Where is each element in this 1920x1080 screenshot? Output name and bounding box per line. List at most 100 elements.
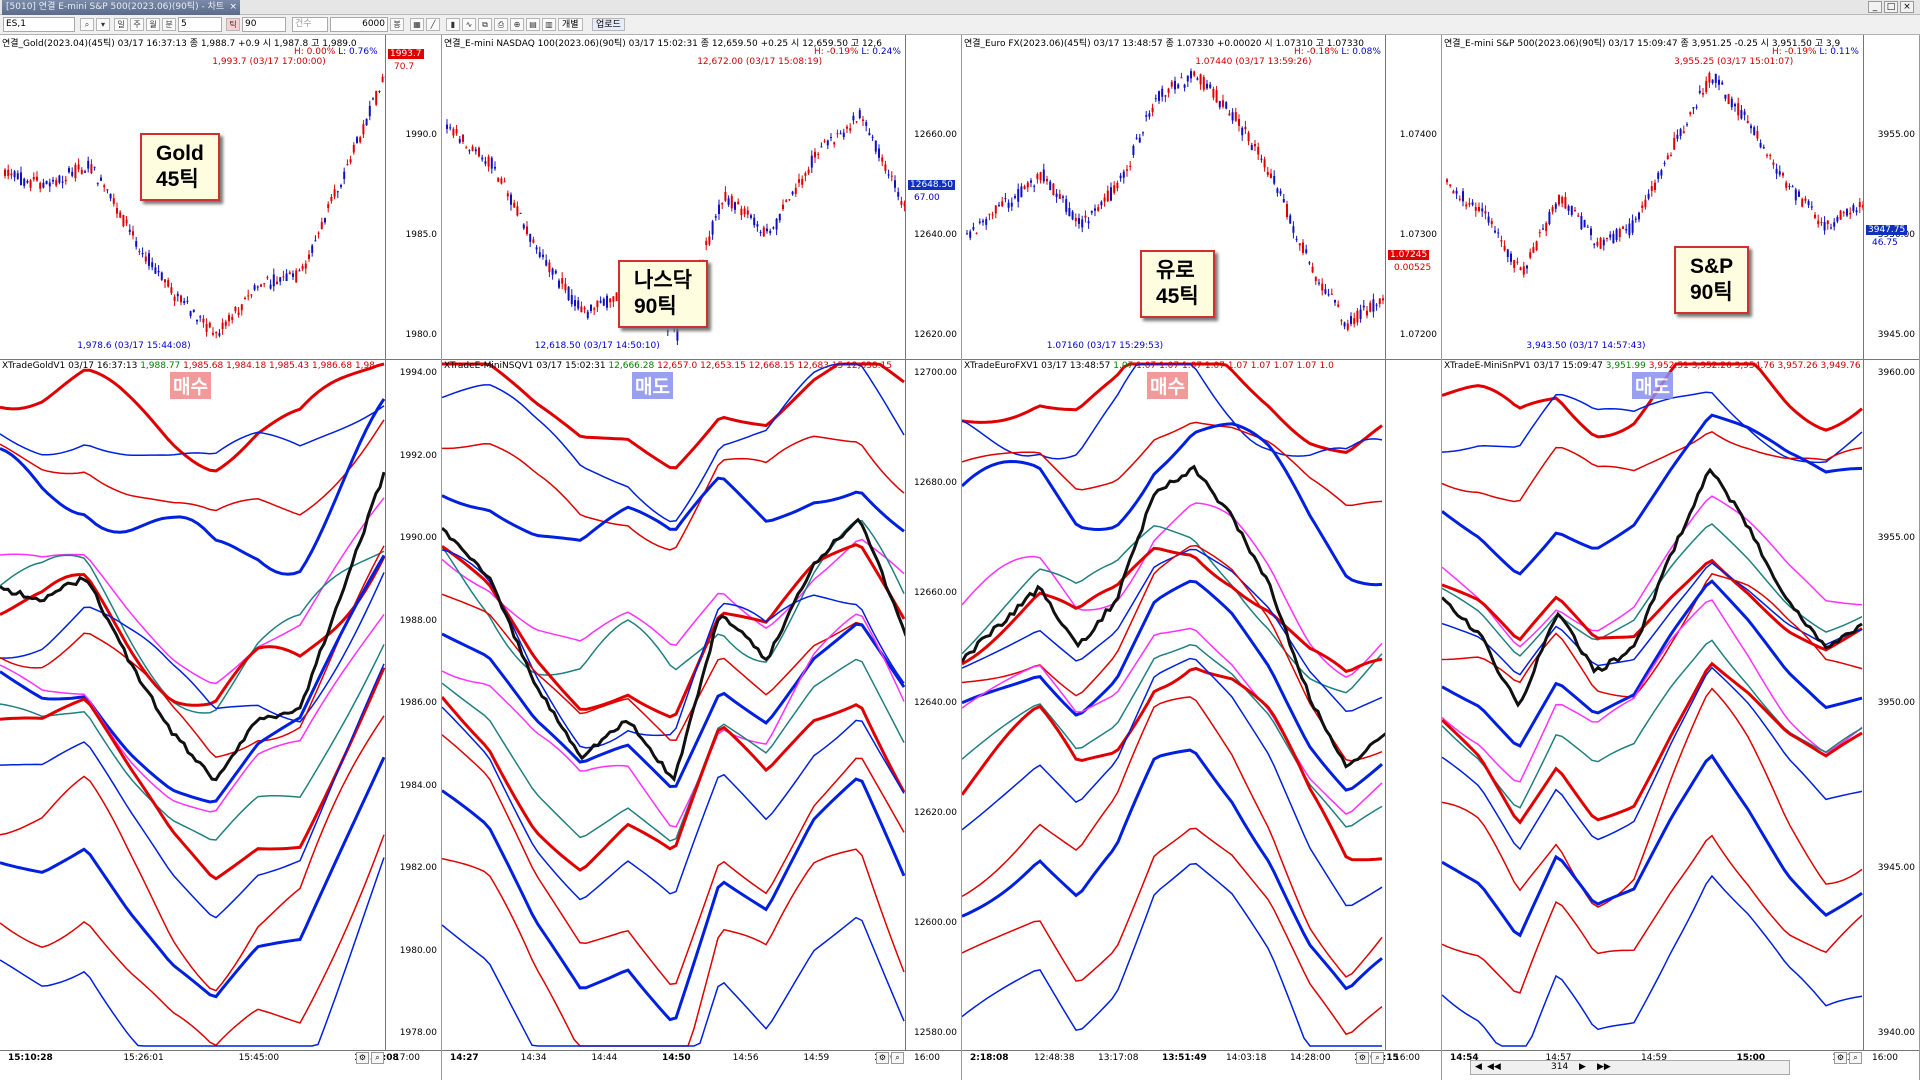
candle-body [839,133,842,135]
candle-body [292,273,294,277]
line-tool-icon[interactable]: ╱ [426,18,440,31]
price-chart[interactable]: 연결_Euro FX(2023.06)(45틱) 03/17 13:48:57 … [962,35,1441,360]
minimize-icon[interactable]: _ [1868,1,1882,13]
indicator-axis[interactable]: 1994.00 1992.00 1990.00 1988.00 1986.00 1984.… [385,360,441,1065]
month-button[interactable]: 월 [146,18,160,31]
search-icon[interactable]: ⌕ [80,18,94,31]
print-icon[interactable]: ⎙ [494,18,508,31]
price-axis[interactable]: 12660.00 12640.00 12620.00 12648.50 67.00 [905,35,961,359]
annotation-note: 나스닥 90틱 [618,260,708,328]
candle-body [1644,199,1647,208]
symbol-select[interactable]: ES,1 [3,17,75,32]
tab-close-icon[interactable]: × [229,2,237,12]
candle-body [1794,189,1797,201]
candle-body [304,263,307,269]
candle-icon[interactable]: ▮ [446,18,460,31]
scroll-left-icon[interactable]: ◀ [1475,1062,1482,1072]
price-chart[interactable]: 연결_Gold(2023.04)(45틱) 03/17 16:37:13 종 1… [0,35,441,360]
indicator-chart[interactable]: XTradeE-MiniNSQV1 03/17 15:02:31 12,666.… [442,360,961,1065]
candle-body [842,132,845,138]
chart-type-icon[interactable]: ▦ [410,18,424,31]
candle-body [1535,241,1538,251]
price-chart[interactable]: 연결_E-mini NASDAQ 100(2023.06)(90틱) 03/17… [442,35,961,360]
candle-body [705,241,708,245]
price-change-tag: 0.00525 [1394,263,1432,273]
candle-body [1065,199,1068,212]
indicator-icon[interactable]: ∿ [462,18,476,31]
indicator-axis[interactable]: 3960.00 3955.00 3950.00 3945.00 3940.00 [1863,360,1919,1065]
indicator-axis[interactable]: 12700.00 12680.00 12660.00 12640.00 12620.00… [905,360,961,1065]
axis-tick-label: 1978.00 [399,1028,437,1038]
individual-button[interactable]: 개별 [558,18,583,31]
candle-body [1058,194,1061,199]
indicator-line [0,644,385,841]
close-window-icon[interactable]: × [1900,1,1914,13]
candle-body [1318,282,1320,284]
candle-body [202,318,205,323]
price-line [1442,467,1863,708]
candle-body [1042,169,1045,182]
chart-zoom-icon[interactable]: ⌕ [1371,1052,1384,1064]
candle-body [1788,185,1791,187]
candle-body [212,332,214,335]
candle-body [132,231,134,236]
price-chart[interactable]: 연결_E-mini S&P 500(2023.06)(90틱) 03/17 15… [1442,35,1919,360]
indicator-chart[interactable]: XTradeE-MiniSnPV1 03/17 15:09:47 3,951.9… [1442,360,1919,1065]
dropdown-icon[interactable]: ▾ [96,18,110,31]
chart-zoom-icon[interactable]: ⌕ [1849,1052,1862,1064]
chart-settings-icon[interactable]: ⚙ [876,1052,889,1064]
minute-button[interactable]: 분 [162,18,176,31]
price-axis[interactable]: 1.07400 1.07300 1.07200 1.07245 0.00525 [1385,35,1441,359]
candle-body [1705,80,1708,92]
chart-settings-icon[interactable]: ⚙ [1834,1052,1847,1064]
candle-body [87,160,90,169]
horizontal-scrollbar[interactable]: ◀ ◀◀ 314 ▶ ▶▶ [1470,1060,1790,1075]
candle-body [1026,182,1029,188]
chart-settings-icon[interactable]: ⚙ [1356,1052,1369,1064]
scroll-last-icon[interactable]: ▶▶ [1597,1062,1611,1072]
candle-body [1622,226,1624,229]
scroll-next-icon[interactable]: ▶ [1579,1062,1586,1072]
price-axis[interactable]: 1990.0 1985.0 1980.0 1993.7 70.7 [385,35,441,359]
candle-body [490,157,493,169]
zoom-icon[interactable]: ⊕ [510,18,524,31]
candle-body [1468,203,1471,205]
candle-body [112,198,115,204]
copy-icon[interactable]: ⧉ [478,18,492,31]
indicator-axis[interactable] [1385,360,1441,1065]
upload-button[interactable]: 업로드 [592,18,625,31]
indicator-line [962,696,1383,978]
indicator-chart[interactable]: XTradeGoldV1 03/17 16:37:13 1,988.77 1,9… [0,360,441,1065]
indicator-line [1442,874,1863,1047]
candle-body [484,161,487,164]
grid-icon[interactable]: ▥ [542,18,556,31]
chart-zoom-icon[interactable]: ⌕ [891,1052,904,1064]
tick-value-select[interactable]: 90 [242,17,286,32]
layout-icon[interactable]: ▤ [526,18,540,31]
annotation-note: 유로 45틱 [1140,250,1215,318]
tick-button[interactable]: 틱 [226,18,240,31]
candle-body [1295,238,1298,240]
day-button[interactable]: 일 [114,18,128,31]
maximize-icon[interactable]: □ [1884,1,1898,13]
candle-body [346,164,349,166]
candle-body [1702,93,1704,95]
candle-body [446,124,448,129]
chart-settings-icon[interactable]: ⚙ [356,1052,369,1064]
indicator-chart[interactable]: XTradeEuroFXV1 03/17 13:48:57 1.07 1.07 … [962,360,1441,1065]
current-price-tag: 1.07245 [1388,250,1430,260]
scroll-first-icon[interactable]: ◀◀ [1487,1062,1501,1072]
count-input[interactable]: 6000 [330,17,388,32]
chart-zoom-icon[interactable]: ⌕ [371,1052,384,1064]
window-tab[interactable]: [5010] 연결 E-mini S&P 500(2023.06)(90틱) -… [2,0,240,15]
minute-value-select[interactable]: 5 [178,17,222,32]
indicator-line [442,848,905,1047]
indicator-line [0,613,385,813]
week-button[interactable]: 주 [130,18,144,31]
candle-body [1378,298,1381,304]
time-tick-label: 15:26:01 [123,1053,164,1063]
candle-body [330,196,333,202]
candle-body [1247,132,1250,142]
price-axis[interactable]: 3955.00 3950.00 3945.00 3947.75 46.75 [1863,35,1919,359]
time-tick-label: 14:27 [450,1053,479,1063]
